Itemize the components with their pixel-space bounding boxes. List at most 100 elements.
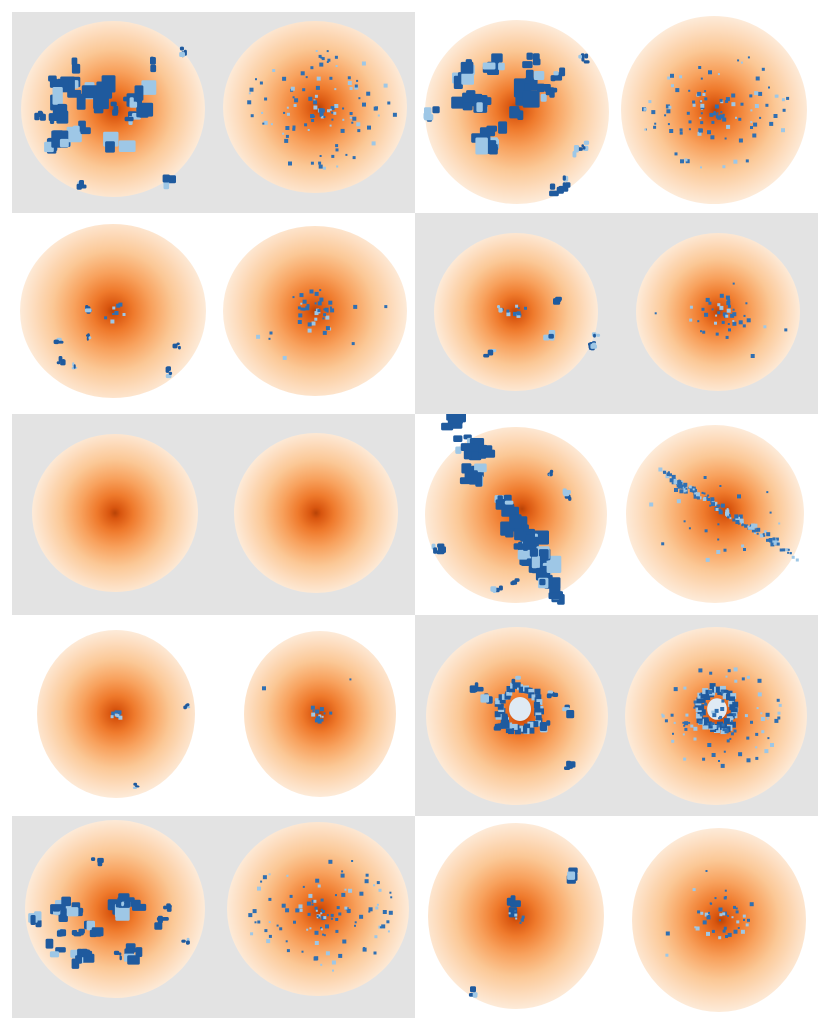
star-particle bbox=[671, 84, 674, 88]
star-particle bbox=[700, 103, 705, 108]
star-particle bbox=[313, 956, 318, 961]
star-particle bbox=[292, 96, 295, 99]
star-particle bbox=[749, 524, 752, 527]
star-particle bbox=[516, 313, 521, 318]
star-particle bbox=[313, 105, 318, 110]
star-particle bbox=[329, 306, 332, 309]
gas-clump bbox=[480, 694, 489, 703]
star-particle bbox=[319, 155, 322, 157]
star-particle bbox=[362, 947, 367, 952]
star-particle bbox=[334, 88, 337, 91]
star-particle bbox=[707, 130, 711, 135]
star-map bbox=[247, 50, 397, 170]
gas-clump bbox=[121, 901, 124, 907]
star-particle bbox=[268, 921, 271, 924]
star-particle bbox=[740, 61, 743, 64]
star-particle bbox=[319, 111, 324, 116]
star-particle bbox=[333, 111, 337, 115]
star-particle bbox=[682, 733, 685, 736]
star-particle bbox=[359, 891, 364, 896]
star-particle bbox=[341, 892, 346, 897]
star-particle bbox=[700, 121, 704, 125]
star-map bbox=[262, 678, 352, 724]
gas-clump bbox=[474, 463, 487, 473]
star-particle bbox=[747, 56, 750, 59]
gas-clump bbox=[150, 64, 157, 73]
star-particle bbox=[755, 756, 759, 760]
star-particle bbox=[110, 319, 115, 324]
star-particle bbox=[299, 293, 304, 298]
star-particle bbox=[710, 722, 715, 727]
gas-clump bbox=[491, 53, 503, 63]
star-particle bbox=[351, 860, 354, 862]
star-particle bbox=[676, 499, 681, 504]
gas-clump bbox=[135, 785, 139, 788]
star-particle bbox=[320, 928, 323, 931]
star-particle bbox=[740, 929, 745, 934]
star-particle bbox=[290, 86, 295, 91]
gas-clump bbox=[549, 190, 559, 197]
star-particle bbox=[735, 907, 738, 910]
gas-clump bbox=[52, 87, 63, 105]
gas-clump bbox=[596, 333, 601, 337]
star-particle bbox=[116, 303, 121, 308]
star-particle bbox=[782, 108, 786, 112]
star-particle bbox=[718, 510, 723, 515]
star-particle bbox=[508, 912, 511, 915]
panel-r4c2 bbox=[415, 615, 818, 816]
star-particle bbox=[745, 159, 749, 163]
star-particle bbox=[363, 947, 366, 949]
ring-segment bbox=[702, 723, 709, 730]
star-particle bbox=[760, 712, 763, 715]
panel-grid bbox=[12, 12, 818, 1018]
star-particle bbox=[694, 488, 697, 492]
stellar-halo bbox=[20, 224, 206, 398]
gas-clump bbox=[157, 915, 163, 924]
star-particle bbox=[356, 79, 359, 82]
star-particle bbox=[700, 77, 703, 80]
star-particle bbox=[320, 908, 323, 911]
star-particle bbox=[279, 927, 283, 931]
gas-clump bbox=[62, 908, 66, 918]
star-particle bbox=[731, 93, 736, 98]
star-particle bbox=[715, 508, 719, 511]
star-particle bbox=[724, 889, 727, 892]
star-particle bbox=[304, 123, 308, 127]
star-particle bbox=[717, 311, 721, 315]
star-particle bbox=[701, 307, 705, 311]
star-particle bbox=[708, 911, 710, 914]
gas-clump bbox=[37, 110, 43, 117]
gas-clump bbox=[533, 71, 545, 80]
star-particle bbox=[689, 318, 693, 322]
star-particle bbox=[319, 114, 322, 117]
ring-segment bbox=[534, 688, 541, 695]
gas-clump bbox=[123, 96, 130, 102]
star-particle bbox=[661, 713, 664, 716]
ring-segment bbox=[499, 697, 506, 704]
star-particle bbox=[311, 712, 316, 717]
star-particle bbox=[719, 305, 724, 310]
star-particle bbox=[283, 111, 286, 114]
ring-segment bbox=[702, 717, 709, 724]
star-particle bbox=[744, 524, 748, 528]
star-particle bbox=[750, 354, 755, 358]
star-particle bbox=[765, 712, 770, 717]
ring-segment bbox=[729, 721, 736, 728]
star-particle bbox=[766, 532, 771, 537]
star-particle bbox=[704, 529, 708, 533]
star-particle bbox=[306, 901, 311, 906]
star-particle bbox=[673, 480, 678, 485]
star-particle bbox=[722, 929, 726, 933]
star-particle bbox=[678, 481, 682, 485]
gas-clump bbox=[162, 174, 170, 183]
star-particle bbox=[366, 91, 371, 96]
star-particle bbox=[756, 532, 759, 535]
star-particle bbox=[732, 282, 735, 285]
star-particle bbox=[721, 723, 725, 727]
gas-clump bbox=[436, 550, 445, 555]
star-particle bbox=[696, 496, 700, 500]
star-particle bbox=[731, 717, 734, 720]
star-particle bbox=[335, 144, 339, 148]
star-map bbox=[248, 859, 393, 972]
star-particle bbox=[693, 726, 698, 731]
